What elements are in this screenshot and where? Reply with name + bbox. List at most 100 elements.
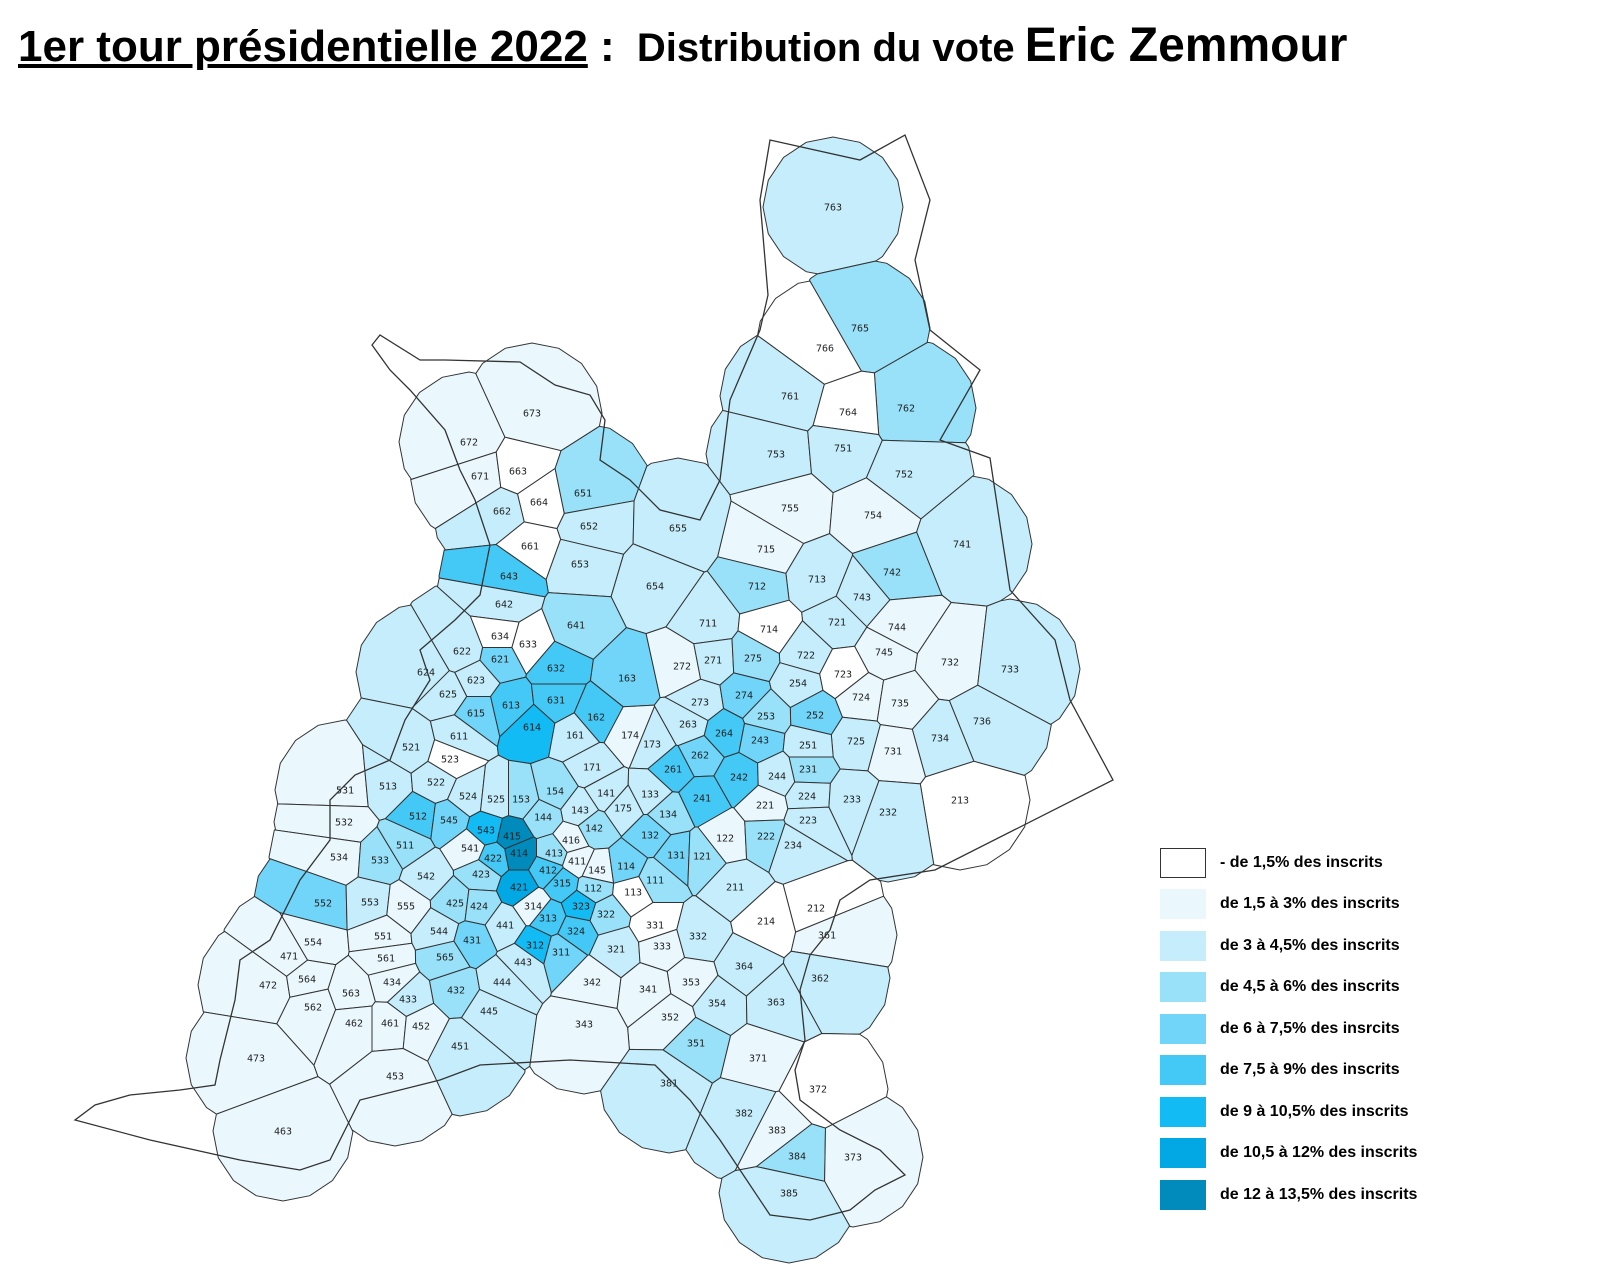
- district-label: 241: [693, 794, 711, 805]
- district-label: 315: [553, 879, 571, 890]
- legend-item: de 6 à 7,5% des insrcits: [1160, 1008, 1417, 1050]
- title-round: 1er tour présidentielle 2022: [18, 22, 588, 71]
- district-label: 353: [682, 978, 700, 989]
- district-label: 234: [784, 841, 802, 852]
- district-label: 764: [839, 408, 857, 419]
- district-label: 725: [847, 737, 865, 748]
- district-label: 523: [441, 755, 459, 766]
- district-label: 745: [875, 648, 893, 659]
- district-label: 363: [767, 998, 785, 1009]
- district-label: 711: [699, 619, 717, 630]
- district-label: 175: [614, 804, 632, 815]
- district-label: 134: [659, 810, 677, 821]
- district-label: 432: [447, 986, 465, 997]
- legend-swatch: [1160, 1138, 1206, 1169]
- district-label: 511: [396, 841, 414, 852]
- district-531: [274, 719, 369, 808]
- district-label: 274: [735, 691, 753, 702]
- district-label: 762: [897, 404, 915, 415]
- district-label: 615: [467, 709, 485, 720]
- district-label: 724: [852, 693, 870, 704]
- district-label: 672: [460, 438, 478, 449]
- district-label: 563: [342, 989, 360, 1000]
- district-label: 342: [583, 978, 601, 989]
- district-label: 313: [539, 914, 557, 925]
- district-label: 242: [730, 773, 748, 784]
- district-label: 732: [941, 658, 959, 669]
- district-label: 545: [440, 816, 458, 827]
- district-label: 541: [461, 844, 479, 855]
- district-label: 671: [471, 472, 489, 483]
- district-label: 611: [450, 732, 468, 743]
- district-label: 631: [547, 696, 565, 707]
- district-label: 424: [470, 902, 488, 913]
- district-label: 223: [799, 816, 817, 827]
- district-label: 415: [503, 832, 521, 843]
- district-label: 332: [689, 932, 707, 943]
- district-label: 742: [883, 568, 901, 579]
- district-label: 654: [646, 582, 664, 593]
- district-label: 233: [843, 795, 861, 806]
- district-label: 333: [653, 942, 671, 953]
- district-label: 372: [809, 1085, 827, 1096]
- district-label: 263: [679, 720, 697, 731]
- district-label: 421: [510, 883, 528, 894]
- district-label: 713: [808, 575, 826, 586]
- district-label: 522: [427, 778, 445, 789]
- district-label: 623: [467, 676, 485, 687]
- district-label: 763: [824, 203, 842, 214]
- district-label: 741: [953, 540, 971, 551]
- legend-swatch: [1160, 1055, 1206, 1086]
- district-label: 275: [744, 654, 762, 665]
- district-label: 381: [660, 1079, 678, 1090]
- district-label: 452: [412, 1022, 430, 1033]
- district-label: 412: [539, 866, 557, 877]
- district-label: 161: [566, 731, 584, 742]
- district-label: 534: [330, 853, 348, 864]
- legend-item: de 1,5 à 3% des inscrits: [1160, 884, 1417, 926]
- district-label: 655: [669, 524, 687, 535]
- district-label: 434: [383, 978, 401, 989]
- district-label: 131: [667, 851, 685, 862]
- title-candidate: Eric Zemmour: [1024, 19, 1348, 72]
- district-label: 751: [834, 444, 852, 455]
- district-label: 562: [304, 1003, 322, 1014]
- district-label: 642: [495, 600, 513, 611]
- district-label: 643: [500, 572, 518, 583]
- district-label: 744: [888, 623, 906, 634]
- district-label: 343: [575, 1020, 593, 1031]
- district-label: 114: [617, 862, 635, 873]
- district-label: 733: [1001, 665, 1019, 676]
- legend-swatch: [1160, 930, 1206, 961]
- district-label: 673: [523, 409, 541, 420]
- district-label: 766: [816, 344, 834, 355]
- district-label: 213: [951, 796, 969, 807]
- district-label: 765: [851, 324, 869, 335]
- legend-label: de 10,5 à 12% des inscrits: [1220, 1144, 1418, 1162]
- district-label: 174: [621, 731, 639, 742]
- legend-item: de 10,5 à 12% des inscrits: [1160, 1133, 1417, 1175]
- district-label: 753: [767, 450, 785, 461]
- district-label: 533: [371, 856, 389, 867]
- legend-swatch: [1160, 847, 1206, 878]
- district-label: 253: [757, 712, 775, 723]
- district-label: 734: [931, 734, 949, 745]
- district-label: 663: [509, 467, 527, 478]
- district-label: 232: [879, 808, 897, 819]
- district-label: 462: [345, 1019, 363, 1030]
- district-label: 261: [664, 765, 682, 776]
- district-label: 154: [546, 787, 564, 798]
- district-381: [600, 1048, 714, 1154]
- legend-label: - de 1,5% des inscrits: [1220, 853, 1383, 871]
- district-label: 322: [597, 910, 615, 921]
- district-385: [718, 1166, 851, 1264]
- district-label: 513: [379, 782, 397, 793]
- district-label: 472: [259, 981, 277, 992]
- district-label: 321: [607, 945, 625, 956]
- district-label: 453: [386, 1072, 404, 1083]
- district-label: 413: [545, 849, 563, 860]
- district-label: 532: [335, 818, 353, 829]
- district-label: 565: [436, 953, 454, 964]
- district-label: 761: [781, 392, 799, 403]
- district-label: 531: [336, 786, 354, 797]
